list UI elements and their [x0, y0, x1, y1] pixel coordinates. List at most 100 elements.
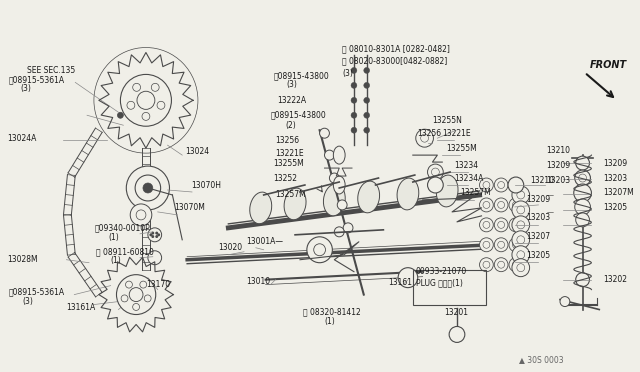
Text: Ⓦ08915-43800: Ⓦ08915-43800: [273, 71, 329, 80]
Ellipse shape: [250, 192, 272, 224]
Circle shape: [351, 82, 357, 89]
Circle shape: [142, 112, 150, 121]
Circle shape: [343, 223, 353, 233]
Circle shape: [512, 216, 529, 234]
Circle shape: [156, 235, 158, 238]
Text: 13205: 13205: [603, 203, 627, 212]
Text: 13207: 13207: [527, 232, 551, 241]
Circle shape: [512, 246, 529, 264]
Circle shape: [576, 156, 589, 170]
Circle shape: [116, 275, 156, 314]
Ellipse shape: [284, 188, 306, 220]
Circle shape: [125, 281, 132, 288]
Text: 13209: 13209: [603, 158, 627, 167]
Circle shape: [494, 198, 508, 212]
Circle shape: [120, 74, 172, 126]
Text: 13070H: 13070H: [191, 180, 221, 189]
Ellipse shape: [358, 181, 380, 213]
Text: 13222A: 13222A: [277, 96, 307, 105]
Text: 13256: 13256: [275, 136, 300, 145]
Text: 13210: 13210: [547, 145, 570, 155]
Text: FRONT: FRONT: [589, 61, 627, 70]
Text: (3): (3): [342, 69, 353, 78]
Text: Ⓦ08915-5361A: Ⓦ08915-5361A: [8, 287, 65, 296]
Text: 13209: 13209: [527, 195, 551, 205]
Circle shape: [479, 238, 493, 252]
Text: 13161: 13161: [388, 278, 412, 287]
Text: 13234A: 13234A: [454, 173, 483, 183]
Circle shape: [157, 233, 160, 236]
Text: 13203: 13203: [547, 176, 570, 185]
Ellipse shape: [323, 184, 345, 216]
Text: Ⓝ 08911-60810: Ⓝ 08911-60810: [96, 247, 154, 256]
Text: (1): (1): [109, 233, 120, 242]
Circle shape: [398, 268, 418, 288]
Circle shape: [330, 173, 339, 183]
Text: 13234: 13234: [454, 161, 478, 170]
Text: —: —: [547, 209, 553, 215]
Circle shape: [509, 218, 523, 232]
Ellipse shape: [333, 146, 345, 164]
Circle shape: [135, 175, 161, 201]
Circle shape: [560, 296, 570, 307]
Text: 13170: 13170: [146, 280, 170, 289]
Text: 13203: 13203: [603, 173, 627, 183]
Circle shape: [351, 67, 357, 73]
Circle shape: [351, 127, 357, 133]
Text: 13256: 13256: [417, 129, 441, 138]
Text: Ⓑ 08020-83000[0482-0882]: Ⓑ 08020-83000[0482-0882]: [342, 56, 447, 65]
Text: 13209: 13209: [547, 161, 570, 170]
Text: 13221E: 13221E: [442, 129, 471, 138]
Circle shape: [151, 83, 159, 91]
Circle shape: [132, 304, 140, 310]
Text: 13257M: 13257M: [275, 190, 306, 199]
Circle shape: [479, 198, 493, 212]
Text: 13161A: 13161A: [67, 303, 96, 312]
Text: 13010: 13010: [246, 277, 270, 286]
Text: —: —: [547, 192, 553, 198]
Text: SEE SEC.135: SEE SEC.135: [27, 66, 76, 75]
Text: 13257M: 13257M: [460, 189, 491, 198]
Circle shape: [364, 82, 370, 89]
Circle shape: [416, 129, 433, 147]
Circle shape: [156, 232, 158, 235]
Text: 13024: 13024: [185, 147, 209, 155]
Circle shape: [121, 295, 128, 302]
Text: 13207M: 13207M: [603, 189, 634, 198]
Circle shape: [512, 201, 529, 219]
Text: (3): (3): [286, 80, 297, 89]
Text: ▲ 30S 0003: ▲ 30S 0003: [519, 355, 563, 364]
Circle shape: [130, 204, 152, 226]
Circle shape: [148, 251, 162, 265]
Text: 13024A: 13024A: [8, 134, 37, 143]
Circle shape: [351, 112, 357, 118]
Circle shape: [479, 178, 493, 192]
Text: 00933-21070: 00933-21070: [416, 267, 467, 276]
Circle shape: [573, 184, 591, 202]
Circle shape: [509, 178, 523, 192]
Circle shape: [132, 83, 141, 91]
Text: (3): (3): [22, 297, 33, 306]
Text: 13210: 13210: [531, 176, 555, 185]
Text: 13203: 13203: [527, 214, 551, 222]
Circle shape: [151, 232, 154, 235]
Ellipse shape: [333, 176, 345, 194]
Circle shape: [449, 327, 465, 342]
Text: (1): (1): [111, 256, 122, 265]
Text: 13252: 13252: [273, 173, 298, 183]
Text: PLUG プラグ(1): PLUG プラグ(1): [416, 278, 463, 287]
Circle shape: [140, 281, 147, 288]
Text: Ⓦ09340-0010P: Ⓦ09340-0010P: [95, 223, 150, 232]
Text: 13202: 13202: [603, 275, 627, 284]
Circle shape: [512, 259, 529, 277]
Circle shape: [319, 128, 330, 138]
Circle shape: [428, 164, 444, 180]
Text: Ⓢ 08320-81412: Ⓢ 08320-81412: [303, 307, 361, 316]
Text: (1): (1): [324, 317, 335, 326]
Circle shape: [151, 235, 154, 238]
Text: 13028M: 13028M: [8, 255, 38, 264]
Circle shape: [324, 150, 334, 160]
Circle shape: [494, 178, 508, 192]
Circle shape: [509, 238, 523, 252]
Circle shape: [364, 67, 370, 73]
